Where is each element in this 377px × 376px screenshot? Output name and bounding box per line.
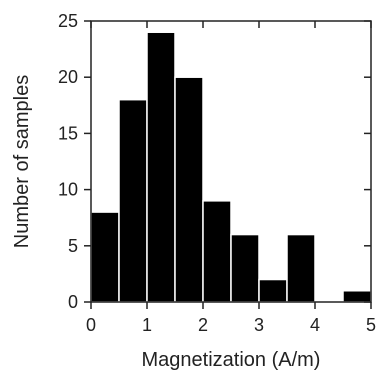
x-tick-label: 1 [142, 315, 152, 335]
histogram-bar [230, 233, 260, 303]
x-tick-label: 5 [366, 315, 376, 335]
y-tick-label: 10 [58, 180, 78, 200]
y-tick-label: 15 [58, 123, 78, 143]
x-tick-label: 0 [86, 315, 96, 335]
y-tick-label: 0 [68, 292, 78, 312]
histogram-bar [286, 233, 316, 303]
x-tick-label: 3 [254, 315, 264, 335]
histogram-bar [258, 278, 288, 303]
x-tick-label: 2 [198, 315, 208, 335]
y-tick-label: 20 [58, 67, 78, 87]
histogram-bar [174, 76, 204, 303]
histogram-bar [146, 31, 176, 303]
y-tick-label: 25 [58, 11, 78, 31]
histogram-bar [202, 200, 232, 303]
histogram-bar [342, 290, 372, 303]
y-axis-title: Number of samples [11, 75, 33, 248]
bars-group [90, 31, 372, 303]
plot-frame [90, 20, 372, 303]
x-axis-ticks: 0 1 2 3 4 5 [86, 21, 376, 335]
x-tick-label: 4 [310, 315, 320, 335]
y-axis-ticks: 0 5 10 15 20 25 [58, 11, 371, 312]
histogram-bar [90, 211, 120, 303]
y-tick-label: 5 [68, 236, 78, 256]
histogram-bar [118, 98, 148, 303]
x-axis-title: Magnetization (A/m) [142, 349, 321, 371]
